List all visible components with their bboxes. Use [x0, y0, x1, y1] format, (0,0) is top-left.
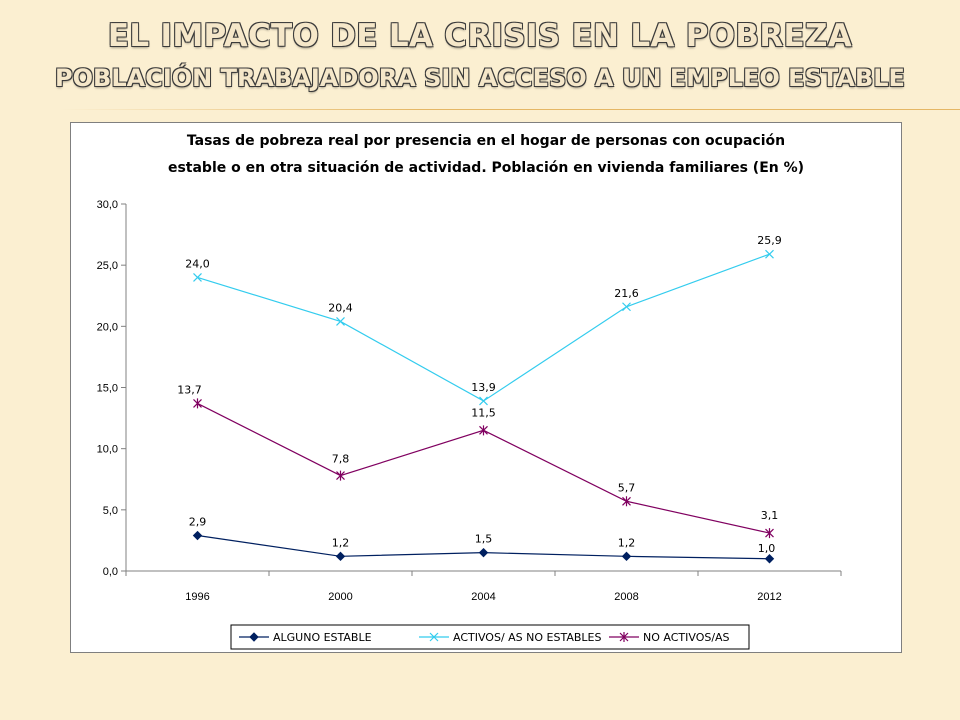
series-line-2: [197, 402, 770, 534]
series-1-marker: [479, 396, 488, 406]
y-tick-label: 20,0: [97, 321, 118, 333]
series-2-marker: [622, 496, 631, 507]
legend-swatch-marker: [619, 632, 629, 642]
series-0-marker: [764, 554, 775, 564]
series-0-marker: [335, 551, 346, 562]
series-2-marker: [336, 470, 345, 481]
series-1-marker: [336, 317, 345, 326]
series-0-marker: [192, 530, 203, 541]
legend-label: ALGUNO ESTABLE: [273, 631, 372, 644]
data-label: 1,2: [618, 536, 636, 549]
y-tick-label: 15,0: [97, 383, 118, 395]
x-tick-label: 2004: [471, 591, 495, 603]
data-label: 11,5: [471, 406, 496, 419]
chart-area: Tasas de pobreza real por presencia en e…: [70, 122, 902, 653]
data-label: 21,6: [614, 287, 639, 300]
title-divider: [60, 109, 960, 110]
slide-title: EL IMPACTO DE LA CRISIS EN LA POBREZA: [107, 18, 853, 54]
chart-title-line: estable o en otra situación de actividad…: [168, 160, 804, 176]
data-label: 13,9: [471, 381, 496, 394]
series-1-marker: [765, 249, 774, 259]
legend-label: ACTIVOS/ AS NO ESTABLES: [453, 631, 601, 644]
legend-swatch-marker: [249, 632, 259, 642]
chart-title-line: Tasas de pobreza real por presencia en e…: [187, 133, 785, 149]
slide-subtitle: POBLACIÓN TRABAJADORA SIN ACCESO A UN EM…: [55, 64, 905, 92]
series-1-marker: [622, 302, 631, 312]
y-tick-label: 0,0: [103, 566, 118, 578]
data-label: 13,7: [177, 383, 202, 396]
x-tick-label: 1996: [185, 591, 209, 603]
series-0-marker: [621, 551, 632, 562]
data-label: 5,7: [618, 481, 636, 494]
data-label: 1,5: [475, 533, 493, 546]
y-tick-label: 30,0: [97, 199, 118, 211]
data-label: 1,2: [332, 536, 350, 549]
legend-swatch-marker: [429, 632, 439, 642]
series-line-1: [197, 253, 770, 402]
x-tick-label: 2008: [614, 591, 638, 603]
y-tick-label: 25,0: [97, 260, 118, 272]
series-0-marker: [478, 547, 489, 558]
data-label: 3,1: [761, 509, 779, 522]
y-tick-label: 10,0: [97, 444, 118, 456]
line-chart: Tasas de pobreza real por presencia en e…: [97, 133, 842, 650]
data-label: 7,8: [332, 453, 350, 466]
data-label: 24,0: [185, 257, 210, 270]
data-label: 2,9: [189, 516, 207, 529]
data-label: 1,0: [758, 542, 776, 555]
legend-box: [230, 624, 750, 650]
x-tick-label: 2000: [328, 591, 352, 603]
y-tick-label: 5,0: [103, 505, 118, 517]
series-2-marker: [479, 425, 488, 436]
series-1-marker: [193, 272, 202, 282]
data-label: 25,9: [757, 234, 782, 247]
data-label: 20,4: [328, 301, 353, 314]
series-2-marker: [193, 398, 202, 409]
legend-label: NO ACTIVOS/AS: [643, 631, 730, 644]
series-2-marker: [765, 528, 774, 539]
x-tick-label: 2012: [757, 591, 781, 603]
